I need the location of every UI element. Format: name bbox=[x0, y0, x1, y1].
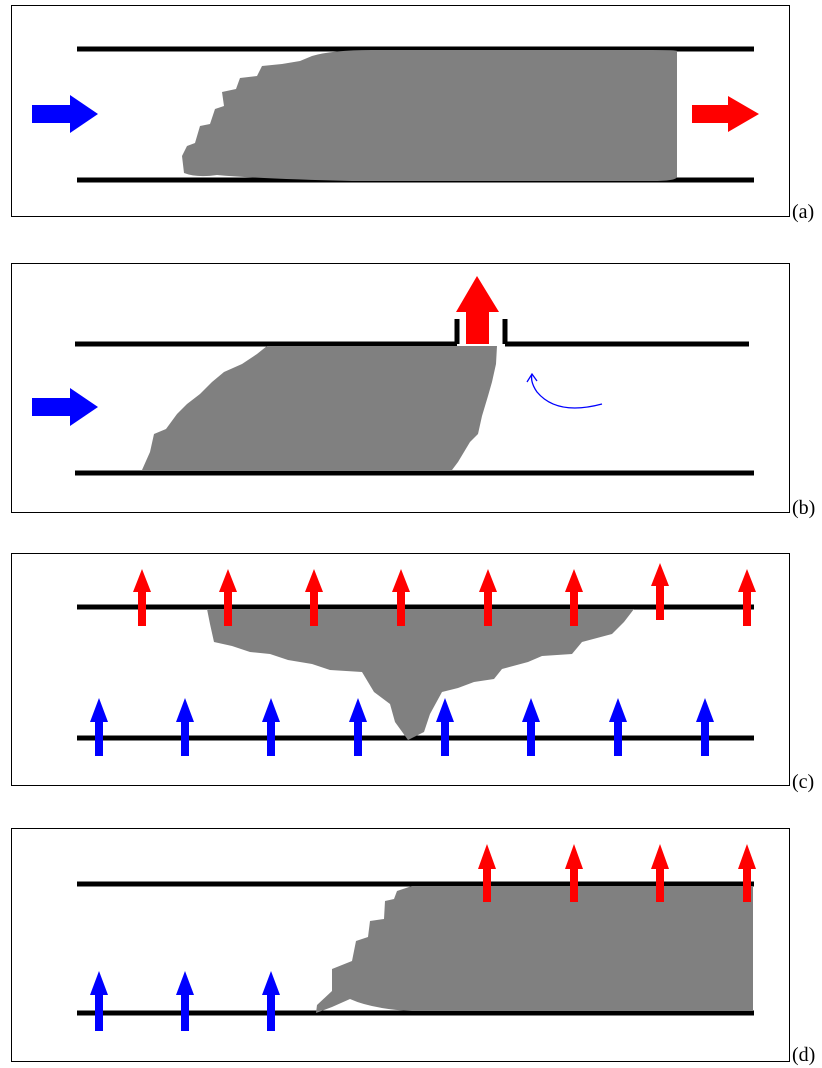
outflow-arrow-icon bbox=[651, 563, 669, 620]
inflow-arrows-row bbox=[90, 971, 280, 1031]
panel-d bbox=[11, 828, 790, 1062]
panel-label-c: (c) bbox=[792, 772, 814, 792]
outflow-arrow-icon bbox=[692, 96, 759, 132]
inflow-arrow-icon bbox=[696, 698, 714, 756]
outflow-arrow-icon bbox=[133, 569, 151, 626]
panel-b bbox=[11, 263, 790, 513]
inflow-arrow-icon bbox=[32, 95, 98, 133]
inflow-arrow-icon bbox=[609, 698, 627, 756]
swirl-curved-arrow-icon bbox=[532, 374, 602, 408]
panel-a-diagram bbox=[12, 6, 791, 218]
fluid-front-region bbox=[182, 50, 677, 181]
outlet-outflow-arrow-icon bbox=[456, 276, 499, 344]
inflow-arrow-icon bbox=[436, 698, 454, 756]
inflow-arrow-icon bbox=[349, 698, 367, 756]
outflow-arrow-icon bbox=[738, 569, 756, 626]
panel-c-diagram bbox=[12, 554, 791, 787]
panel-label-b: (b) bbox=[792, 498, 815, 518]
inflow-arrow-icon bbox=[32, 388, 98, 426]
inflow-arrow-icon bbox=[262, 698, 280, 756]
panel-a bbox=[11, 5, 790, 217]
panel-label-d: (d) bbox=[792, 1045, 815, 1065]
inflow-arrow-icon bbox=[176, 971, 194, 1031]
inflow-arrow-icon bbox=[262, 971, 280, 1031]
panel-d-diagram bbox=[12, 829, 791, 1063]
panel-label-a: (a) bbox=[792, 202, 814, 222]
inflow-arrow-icon bbox=[90, 971, 108, 1031]
panel-b-diagram bbox=[12, 264, 791, 514]
panel-c bbox=[11, 553, 790, 786]
fluid-front-region bbox=[316, 886, 753, 1013]
fluid-front-region bbox=[142, 346, 497, 470]
inflow-arrow-icon bbox=[176, 698, 194, 756]
inflow-arrow-icon bbox=[90, 698, 108, 756]
inflow-arrow-icon bbox=[522, 698, 540, 756]
